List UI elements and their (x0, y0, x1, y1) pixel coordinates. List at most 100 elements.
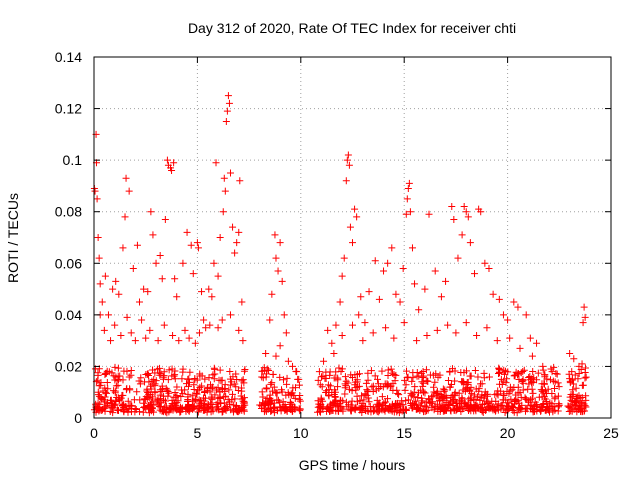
data-point (477, 394, 485, 402)
data-point (190, 404, 198, 412)
data-point (382, 324, 390, 332)
data-point (291, 404, 299, 412)
data-point (384, 405, 392, 413)
data-point (290, 392, 298, 400)
data-point (345, 161, 353, 169)
data-point (315, 368, 323, 376)
data-point (138, 316, 146, 324)
data-point (240, 406, 248, 414)
data-point (450, 215, 458, 223)
data-point (514, 303, 522, 311)
data-point (231, 380, 239, 388)
data-point (472, 403, 480, 411)
data-point (189, 270, 197, 278)
data-point (105, 368, 113, 376)
data-point (363, 386, 371, 394)
data-point (378, 367, 386, 375)
data-point (101, 272, 109, 280)
data-point (163, 386, 171, 394)
data-point (101, 397, 109, 405)
data-point (187, 241, 195, 249)
data-point (365, 398, 373, 406)
data-point (162, 402, 170, 410)
data-point (506, 334, 514, 342)
data-points-layer (90, 92, 590, 417)
data-point (522, 311, 530, 319)
data-point (268, 387, 276, 395)
data-point (260, 400, 268, 408)
data-point (93, 195, 101, 203)
data-point (289, 384, 297, 392)
data-point (571, 371, 579, 379)
data-point (171, 389, 179, 397)
x-tick-label: 0 (90, 425, 98, 441)
data-point (412, 397, 420, 405)
data-point (395, 391, 403, 399)
data-point (364, 376, 372, 384)
data-point (112, 373, 120, 381)
data-point (120, 407, 128, 415)
data-point (176, 408, 184, 416)
data-point (401, 386, 409, 394)
data-point (216, 394, 224, 402)
data-point (516, 344, 524, 352)
data-point (147, 401, 155, 409)
data-point (268, 379, 276, 387)
data-point (471, 402, 479, 410)
data-point (220, 399, 228, 407)
data-point (123, 367, 131, 375)
data-point (117, 394, 125, 402)
data-point (543, 375, 551, 383)
data-point (207, 381, 215, 389)
data-point (220, 174, 228, 182)
data-point (263, 385, 271, 393)
data-point (167, 406, 175, 414)
data-point (342, 377, 350, 385)
data-point (421, 389, 429, 397)
data-point (112, 397, 120, 405)
data-point (447, 407, 455, 415)
data-point (159, 385, 167, 393)
data-point (493, 337, 501, 345)
data-point (468, 390, 476, 398)
data-point (462, 319, 470, 327)
data-point (481, 259, 489, 267)
data-point (151, 388, 159, 396)
data-point (502, 396, 510, 404)
data-point (534, 369, 542, 377)
data-point (572, 384, 580, 392)
data-point (433, 326, 441, 334)
data-point (372, 386, 380, 394)
data-point (109, 409, 117, 417)
data-point (100, 326, 108, 334)
data-point (396, 298, 404, 306)
data-point (226, 169, 234, 177)
data-point (294, 375, 302, 383)
data-point (270, 403, 278, 411)
data-point (141, 378, 149, 386)
data-point (502, 367, 510, 375)
data-point (145, 390, 153, 398)
data-point (121, 213, 129, 221)
data-point (173, 293, 181, 301)
data-point (501, 370, 509, 378)
data-point (576, 404, 584, 412)
data-point (316, 408, 324, 416)
data-point (97, 379, 105, 387)
data-point (400, 406, 408, 414)
data-point (396, 400, 404, 408)
data-point (539, 366, 547, 374)
data-point (400, 319, 408, 327)
data-point (346, 223, 354, 231)
data-point (272, 352, 280, 360)
data-point (407, 389, 415, 397)
data-point (519, 367, 527, 375)
data-point (408, 391, 416, 399)
data-point (345, 385, 353, 393)
data-point (508, 386, 516, 394)
data-point (117, 331, 125, 339)
data-point (419, 367, 427, 375)
data-point (470, 396, 478, 404)
data-point (521, 394, 529, 402)
ticks-layer (93, 56, 612, 419)
